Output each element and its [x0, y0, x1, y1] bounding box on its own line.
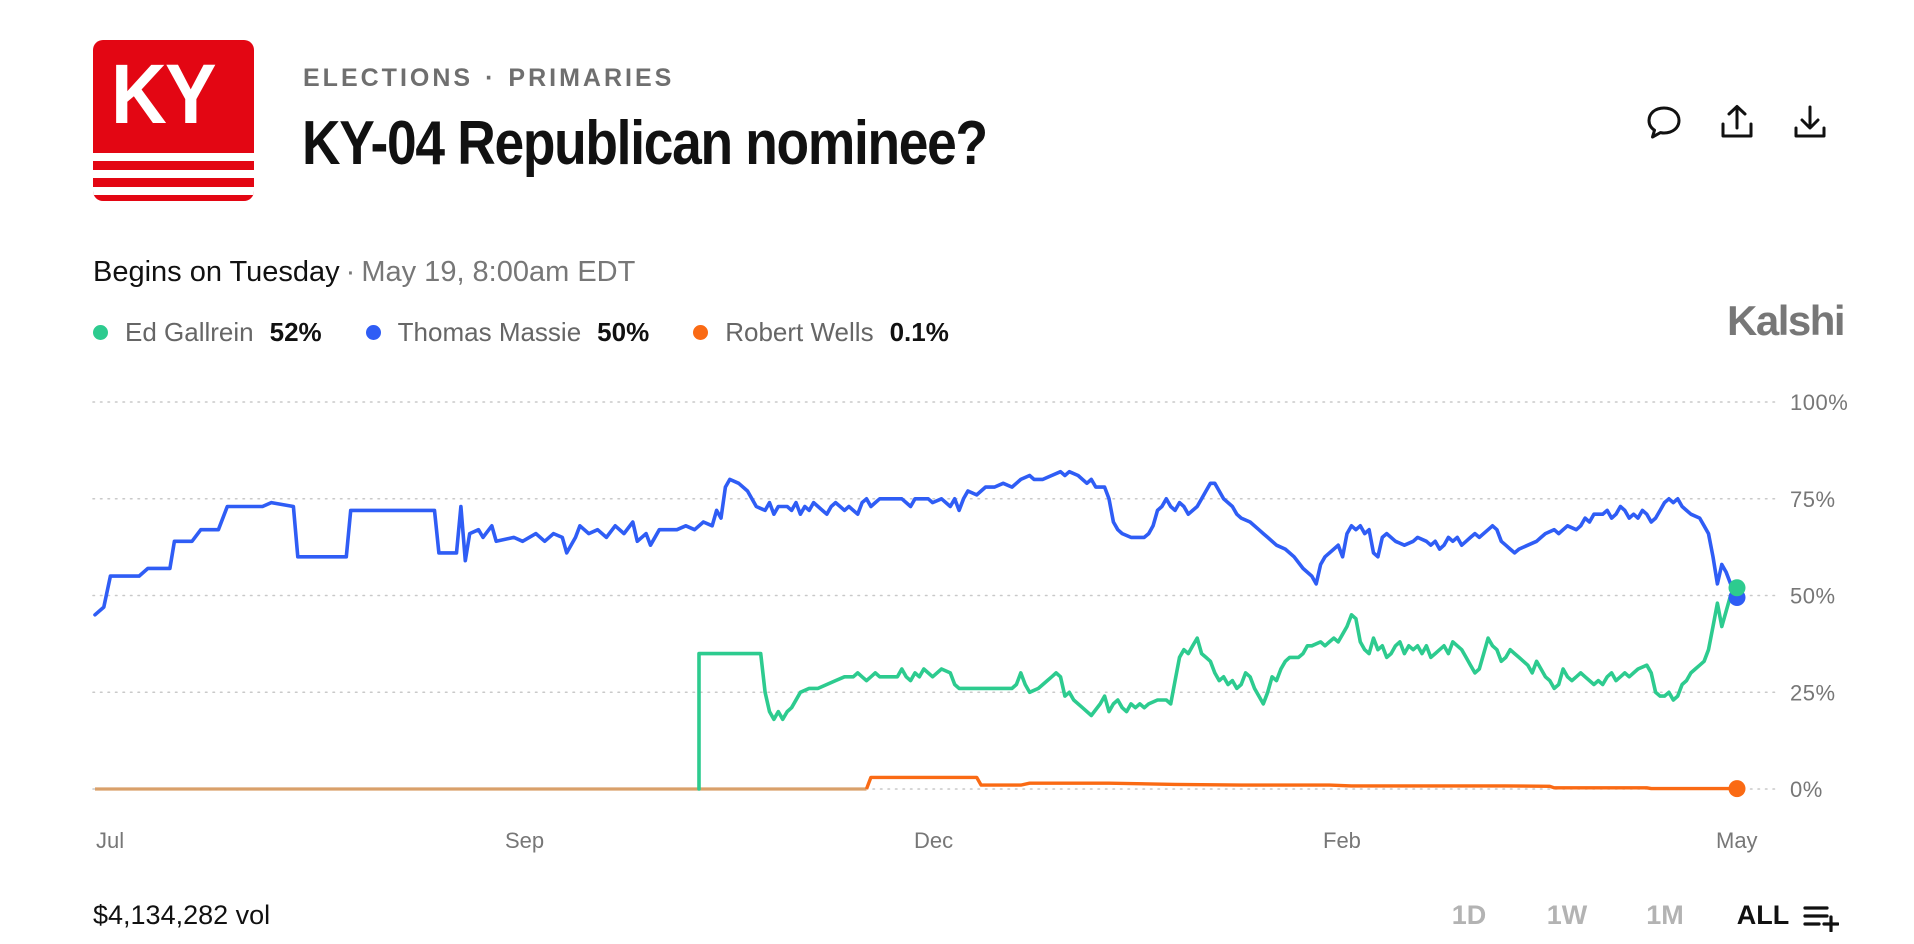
range-1d[interactable]: 1D — [1451, 900, 1487, 930]
list-add-icon — [1803, 906, 1840, 933]
download-button[interactable] — [1788, 100, 1832, 144]
comment-button[interactable] — [1642, 100, 1686, 144]
x-tick-label: Dec — [914, 828, 953, 853]
legend-item-gallrein[interactable]: Ed Gallrein 52% — [93, 317, 322, 348]
breadcrumb: ELECTIONS · PRIMARIES — [303, 64, 674, 93]
x-tick-label: Feb — [1323, 828, 1361, 853]
volume-label: $4,134,282 vol — [93, 900, 271, 930]
legend-value: 50% — [597, 317, 650, 347]
logo-stripe — [93, 187, 254, 195]
range-1m[interactable]: 1M — [1646, 900, 1684, 930]
x-tick-label: Jul — [96, 828, 124, 853]
x-tick-label: Sep — [505, 828, 544, 853]
breadcrumb-elections[interactable]: ELECTIONS — [303, 64, 474, 92]
state-logo: KY — [93, 40, 254, 201]
range-1w[interactable]: 1W — [1546, 900, 1588, 930]
page-title: KY-04 Republican nominee? — [302, 109, 988, 178]
download-icon — [1794, 105, 1826, 138]
legend-dot — [365, 325, 381, 340]
add-to-list-button[interactable] — [1803, 902, 1840, 933]
x-tick-label: May — [1716, 828, 1758, 853]
logo-stripe — [93, 153, 254, 161]
breadcrumb-separator: · — [485, 64, 497, 92]
range-selector: 1D 1W 1M ALL — [1420, 900, 1812, 931]
range-all[interactable]: ALL — [1736, 900, 1790, 930]
logo-text: KY — [111, 47, 217, 141]
legend-value: 52% — [269, 317, 322, 347]
legend-value: 0.1% — [889, 317, 949, 347]
comment-icon — [1647, 106, 1681, 139]
share-button[interactable] — [1715, 100, 1759, 144]
y-tick-label: 50% — [1790, 584, 1836, 609]
series-line — [864, 775, 1735, 791]
legend-dot — [93, 325, 108, 340]
price-chart[interactable]: 100% 75% 50% 25% 0% Jul Sep Dec Feb May — [0, 380, 1914, 860]
y-tick-label: 100% — [1790, 390, 1848, 415]
legend-item-massie[interactable]: Thomas Massie 50% — [365, 317, 650, 348]
share-icon — [1721, 105, 1753, 138]
legend-name: Thomas Massie — [397, 317, 582, 347]
market-begins: Begins on Tuesday · May 19, 8:00am EDT — [93, 256, 635, 289]
legend-name: Robert Wells — [725, 317, 874, 347]
series-line — [93, 469, 1737, 617]
y-tick-label: 75% — [1790, 487, 1836, 512]
legend-item-wells[interactable]: Robert Wells 0.1% — [693, 317, 949, 348]
series-endpoint — [1728, 780, 1746, 798]
series-endpoint — [1728, 579, 1746, 597]
begins-label: Begins on Tuesday — [93, 256, 340, 288]
y-tick-label: 25% — [1790, 680, 1836, 705]
breadcrumb-primaries[interactable]: PRIMARIES — [508, 64, 675, 92]
y-tick-label: 0% — [1790, 777, 1823, 802]
begins-separator: · — [345, 256, 356, 288]
logo-stripe — [93, 170, 254, 178]
chart-legend: Ed Gallrein 52% Thomas Massie 50% Robert… — [93, 317, 993, 348]
legend-name: Ed Gallrein — [125, 317, 254, 347]
begins-date: May 19, 8:00am EDT — [361, 256, 636, 288]
series-line — [697, 586, 1737, 791]
legend-dot — [693, 325, 709, 340]
kalshi-logo: Kalshi — [1727, 297, 1846, 344]
